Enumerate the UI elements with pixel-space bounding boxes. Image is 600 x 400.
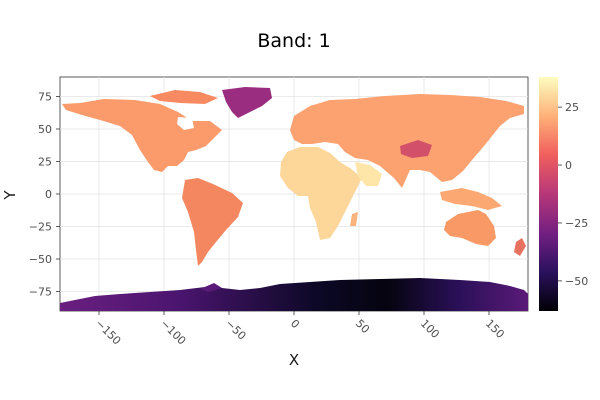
antarctic-peninsula <box>200 283 222 292</box>
arabia <box>355 162 382 186</box>
colorbar-tick-label: 25 <box>565 101 579 114</box>
tibet <box>400 140 432 158</box>
africa <box>280 147 362 240</box>
y-tick-label: 0 <box>45 188 52 201</box>
hudson-bay <box>177 117 194 130</box>
y-tick-label: 50 <box>38 123 52 136</box>
colorbar-tick-label: −25 <box>565 217 588 230</box>
x-axis-title: X <box>289 351 299 369</box>
x-tick-label: 150 <box>483 317 507 341</box>
x-tick-label: −100 <box>158 317 189 348</box>
x-tick-label: 50 <box>353 317 372 336</box>
y-tick-label: −50 <box>29 253 52 266</box>
southeast-asia-islands <box>440 188 502 210</box>
colorbar-ticks: 25 0 −25 −50 <box>558 101 588 288</box>
x-tick-label: 0 <box>288 317 302 331</box>
colorbar-tick-label: −50 <box>565 275 588 288</box>
antarctica <box>60 278 528 311</box>
x-tick-label: −50 <box>223 317 249 343</box>
y-axis: 75 50 25 0 −25 −50 −75 <box>29 91 60 299</box>
greenland <box>222 87 272 118</box>
plot-title: Band: 1 <box>257 30 330 52</box>
north-america <box>62 99 222 172</box>
x-tick-label: −150 <box>93 317 124 348</box>
y-tick-label: 75 <box>38 91 52 104</box>
new-zealand <box>514 238 526 256</box>
x-tick-label: 100 <box>418 317 442 341</box>
colorbar-tick-label: 0 <box>565 159 572 172</box>
x-axis: −150 −100 −50 0 50 100 150 <box>93 311 507 347</box>
arctic-islands <box>150 90 218 104</box>
europe-asia <box>290 94 524 188</box>
south-america <box>182 178 243 266</box>
y-tick-label: −75 <box>29 286 52 299</box>
colorbar <box>539 77 558 311</box>
madagascar <box>350 212 358 226</box>
y-tick-label: −25 <box>29 221 52 234</box>
y-tick-label: 25 <box>38 156 52 169</box>
y-axis-title: Y <box>1 190 19 201</box>
land-areas <box>60 87 528 311</box>
australia <box>444 210 496 246</box>
